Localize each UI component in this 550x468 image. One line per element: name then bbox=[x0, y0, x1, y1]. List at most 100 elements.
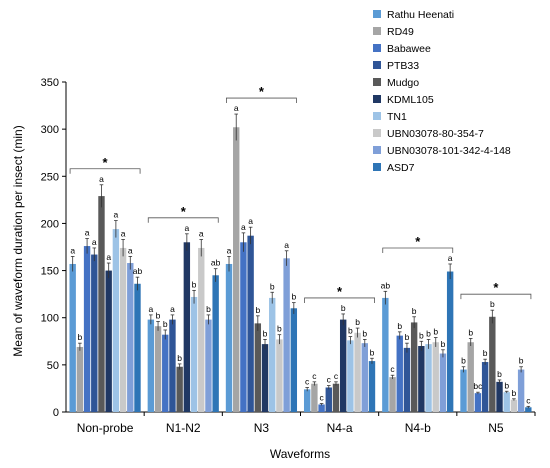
significance-letter: b bbox=[355, 317, 360, 327]
significance-letter: a bbox=[448, 253, 453, 263]
significance-letter: b bbox=[397, 321, 402, 331]
significance-letter: b bbox=[512, 388, 517, 398]
significance-letter: c bbox=[334, 371, 339, 381]
significance-letter: a bbox=[114, 210, 119, 220]
bar bbox=[510, 399, 518, 412]
significance-letter: b bbox=[419, 330, 424, 340]
legend-label: RD49 bbox=[387, 26, 414, 38]
significance-letter: a bbox=[241, 222, 246, 232]
legend-swatch bbox=[373, 44, 381, 52]
significance-letter: a bbox=[284, 240, 289, 250]
bar bbox=[283, 258, 290, 412]
legend-label: TN1 bbox=[387, 111, 407, 123]
bar bbox=[134, 283, 141, 412]
legend-swatch bbox=[373, 129, 381, 137]
significance-letter: b bbox=[263, 328, 268, 338]
bar bbox=[525, 407, 532, 412]
significance-letter: c bbox=[319, 393, 324, 403]
significance-letter: a bbox=[148, 304, 153, 314]
bar bbox=[517, 369, 525, 412]
bar bbox=[190, 296, 198, 412]
significance-letter: a bbox=[85, 228, 90, 238]
bar bbox=[169, 319, 176, 412]
bar bbox=[481, 362, 489, 412]
bar bbox=[269, 297, 276, 412]
x-axis-label: Waveforms bbox=[270, 447, 330, 461]
bar bbox=[247, 235, 254, 412]
bar bbox=[496, 381, 503, 412]
significance-letter: ab bbox=[211, 258, 221, 268]
bar bbox=[83, 246, 91, 412]
bar bbox=[276, 339, 283, 412]
bar bbox=[91, 254, 98, 412]
significance-letter: c bbox=[526, 395, 531, 405]
bar bbox=[233, 127, 240, 412]
bar bbox=[467, 342, 474, 412]
bar bbox=[127, 263, 134, 412]
significance-letter: b bbox=[412, 306, 417, 316]
significance-star: * bbox=[259, 84, 265, 99]
significance-star: * bbox=[415, 234, 421, 249]
legend-label: UBN03078-80-354-7 bbox=[387, 128, 484, 140]
y-tick-label: 200 bbox=[41, 218, 59, 230]
significance-letter: b bbox=[504, 380, 509, 390]
bar bbox=[147, 319, 155, 412]
x-tick-label: N4-a bbox=[327, 421, 353, 435]
bar bbox=[76, 346, 84, 412]
bar bbox=[154, 326, 162, 412]
y-tick-label: 100 bbox=[41, 313, 59, 325]
significance-letter: a bbox=[234, 103, 239, 113]
significance-letter: a bbox=[128, 245, 133, 255]
bar bbox=[354, 332, 361, 412]
significance-letter: b bbox=[270, 281, 275, 291]
significance-letter: b bbox=[497, 369, 502, 379]
significance-letter: b bbox=[341, 303, 346, 313]
legend-label: KDML105 bbox=[387, 94, 434, 106]
significance-letter: b bbox=[433, 327, 438, 337]
bar bbox=[183, 242, 191, 412]
significance-letter: b bbox=[519, 356, 524, 366]
bar bbox=[212, 275, 219, 412]
bar bbox=[119, 247, 127, 412]
y-tick-label: 0 bbox=[53, 407, 59, 419]
bar bbox=[339, 319, 347, 412]
bar bbox=[460, 369, 467, 412]
bars bbox=[69, 127, 532, 412]
legend-swatch bbox=[373, 95, 381, 103]
bar bbox=[69, 263, 76, 412]
significance-letter: b bbox=[291, 292, 296, 302]
bar bbox=[261, 344, 269, 412]
significance-letter: b bbox=[206, 304, 211, 314]
x-tick-label: N4-b bbox=[405, 421, 431, 435]
legend-label: UBN03078-101-342-4-148 bbox=[387, 145, 511, 157]
bar bbox=[425, 344, 432, 412]
significance-star: * bbox=[337, 284, 343, 299]
significance-letter: b bbox=[370, 347, 375, 357]
bar bbox=[332, 383, 340, 412]
significance-letter: b bbox=[192, 279, 197, 289]
bar bbox=[474, 393, 482, 412]
significance-letter: a bbox=[99, 174, 104, 184]
significance-letter: c bbox=[390, 364, 395, 374]
significance-letter: a bbox=[227, 245, 232, 255]
significance-star: * bbox=[103, 155, 109, 170]
significance-bracket bbox=[382, 247, 454, 253]
significance-letter: b bbox=[468, 327, 473, 337]
significance-letter: b bbox=[461, 356, 466, 366]
y-tick-label: 300 bbox=[41, 124, 59, 136]
legend-label: Rathu Heenati bbox=[387, 9, 454, 21]
significance-letter: b bbox=[277, 324, 282, 334]
significance-letter: b bbox=[163, 319, 168, 329]
bar bbox=[205, 319, 212, 412]
significance-letter: b bbox=[426, 328, 431, 338]
significance-letter: b bbox=[156, 310, 161, 320]
significance-letter: b bbox=[362, 328, 367, 338]
significance-letter: a bbox=[199, 228, 204, 238]
significance-bracket bbox=[304, 297, 375, 303]
bar bbox=[162, 334, 169, 412]
significance-letter: a bbox=[106, 252, 111, 262]
y-tick-label: 50 bbox=[47, 360, 59, 372]
legend-label: Mudgo bbox=[387, 77, 419, 89]
significance-letter: c bbox=[305, 376, 310, 386]
x-tick-label: Non-probe bbox=[77, 421, 134, 435]
